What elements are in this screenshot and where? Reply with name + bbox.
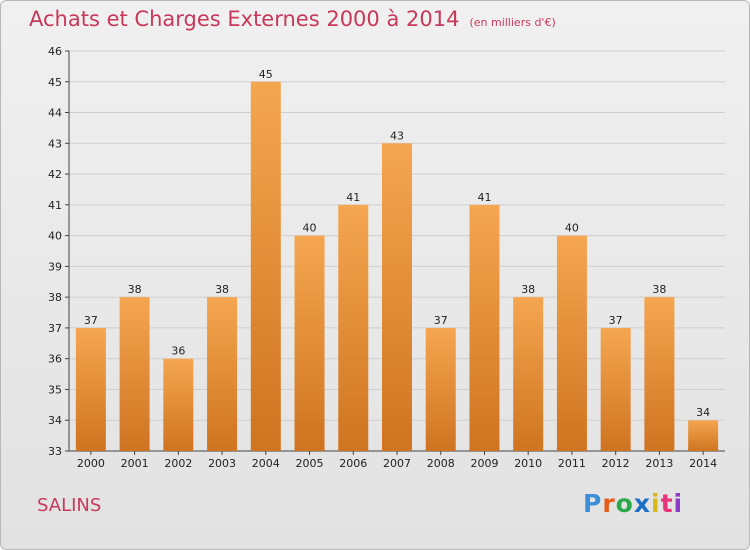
chart-title-block: Achats et Charges Externes 2000 à 2014 (e… <box>29 7 556 31</box>
x-tick-label-2008: 2008 <box>427 457 455 470</box>
y-tick-label: 36 <box>48 353 62 366</box>
bar-2013 <box>644 297 675 451</box>
town-name: SALINS <box>37 495 102 516</box>
logo-letter: r <box>602 489 616 518</box>
data-label-2002: 36 <box>171 345 185 358</box>
bar-2002 <box>163 358 194 451</box>
logo-letter: i <box>673 489 684 518</box>
bar-2011 <box>556 235 587 451</box>
bar-2010 <box>513 297 544 451</box>
data-label-2001: 38 <box>128 283 142 296</box>
data-label-2013: 38 <box>652 283 666 296</box>
y-tick-label: 41 <box>48 199 62 212</box>
chart-title: Achats et Charges Externes 2000 à 2014 <box>29 7 460 31</box>
bar-2004 <box>250 81 281 452</box>
logo-letter: i <box>651 489 661 518</box>
logo-letter: t <box>660 489 674 518</box>
bar-2008 <box>425 327 456 451</box>
x-tick-label-2006: 2006 <box>339 457 367 470</box>
bar-2012 <box>600 327 631 451</box>
x-tick-label-2002: 2002 <box>164 457 192 470</box>
data-label-2000: 37 <box>84 314 98 327</box>
y-tick-label: 34 <box>48 414 62 427</box>
bar-2009 <box>469 204 500 451</box>
data-label-2006: 41 <box>346 191 360 204</box>
y-tick-label: 45 <box>48 76 62 89</box>
x-tick-label-2010: 2010 <box>514 457 542 470</box>
x-tick-label-2009: 2009 <box>470 457 498 470</box>
y-tick-label: 33 <box>48 445 62 458</box>
x-tick-label-2014: 2014 <box>689 457 717 470</box>
y-tick-label: 44 <box>48 107 62 120</box>
y-tick-label: 42 <box>48 168 62 181</box>
x-tick-label-2011: 2011 <box>558 457 586 470</box>
proxiti-logo: Proxiti <box>583 489 683 518</box>
y-tick-label: 35 <box>48 383 62 396</box>
x-tick-label-2013: 2013 <box>645 457 673 470</box>
x-tick-label-2005: 2005 <box>296 457 324 470</box>
y-tick-label: 46 <box>48 45 62 58</box>
data-label-2011: 40 <box>565 222 579 235</box>
x-tick-label-2000: 2000 <box>77 457 105 470</box>
bar-2005 <box>294 235 325 451</box>
logo-letter: x <box>633 489 651 518</box>
data-label-2014: 34 <box>696 406 710 419</box>
data-label-2009: 41 <box>477 191 491 204</box>
y-tick-label: 37 <box>48 322 62 335</box>
data-label-2010: 38 <box>521 283 535 296</box>
bar-2001 <box>119 297 150 451</box>
x-tick-label-2003: 2003 <box>208 457 236 470</box>
bar-2003 <box>207 297 238 451</box>
y-tick-label: 38 <box>48 291 62 304</box>
data-label-2004: 45 <box>259 68 273 81</box>
data-label-2003: 38 <box>215 283 229 296</box>
bar-2006 <box>338 204 369 451</box>
data-label-2012: 37 <box>609 314 623 327</box>
data-label-2007: 43 <box>390 129 404 142</box>
x-tick-label-2007: 2007 <box>383 457 411 470</box>
logo-letter: o <box>615 489 634 518</box>
bar-2007 <box>382 143 412 452</box>
data-label-2005: 40 <box>303 222 317 235</box>
x-tick-label-2004: 2004 <box>252 457 280 470</box>
chart-subtitle: (en milliers d'€) <box>469 16 556 29</box>
y-tick-label: 39 <box>48 260 62 273</box>
x-tick-label-2012: 2012 <box>602 457 630 470</box>
y-tick-label: 40 <box>48 230 62 243</box>
y-tick-label: 43 <box>48 137 62 150</box>
logo-letter: P <box>583 489 603 518</box>
bar-2000 <box>75 327 106 451</box>
x-tick-label-2001: 2001 <box>121 457 149 470</box>
bar-2014 <box>688 420 719 451</box>
data-label-2008: 37 <box>434 314 448 327</box>
